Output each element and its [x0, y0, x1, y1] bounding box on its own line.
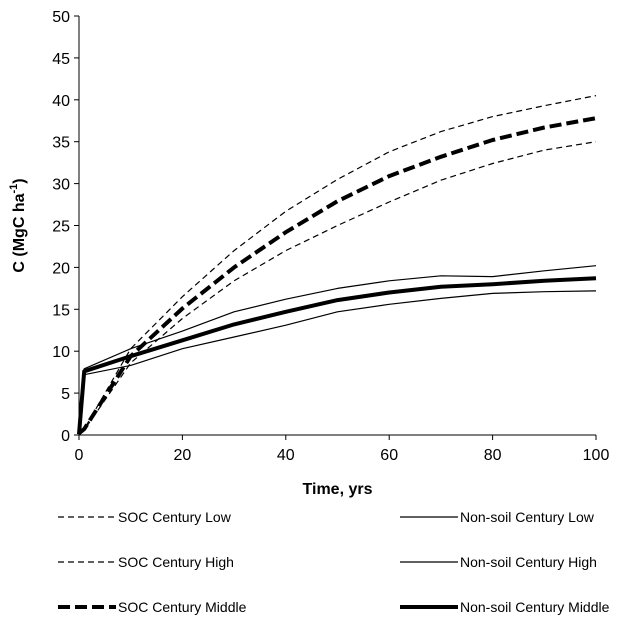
y-axis-title-end: ) [11, 178, 28, 183]
series-line-1 [78, 141, 597, 434]
y-tick-label: 30 [52, 177, 70, 194]
series-line-6 [77, 276, 597, 435]
y-axis-title-main: C (MgC ha [11, 193, 28, 272]
y-tick-label: 45 [52, 51, 70, 68]
y-axis-title-superscript: -1 [8, 184, 20, 194]
series-line-4 [78, 290, 597, 435]
series-line-5 [78, 265, 597, 435]
x-tick-label: 100 [583, 447, 610, 464]
x-tick-label: 80 [484, 447, 502, 464]
x-axis-title: Time, yrs [303, 481, 373, 498]
y-tick-label: 0 [61, 428, 70, 445]
y-tick-label: 35 [52, 135, 70, 152]
y-tick-label: 25 [52, 219, 70, 236]
y-tick-label: 40 [52, 93, 70, 110]
y-axis-title: C (MgC ha-1) [8, 178, 28, 272]
x-tick-label: 0 [75, 447, 84, 464]
y-tick-label: 20 [52, 260, 70, 277]
y-tick-label: 10 [52, 344, 70, 361]
series-line-2 [78, 95, 597, 434]
x-tick-label: 60 [380, 447, 398, 464]
series-line-3 [77, 116, 597, 435]
y-tick-label: 50 [52, 9, 70, 26]
x-tick-label: 40 [277, 447, 295, 464]
axes: 0 5 10 15 20 25 30 35 40 45 50 0 20 40 60 80 100 [52, 9, 609, 464]
x-tick-label: 20 [174, 447, 192, 464]
series-group [77, 95, 597, 435]
y-tick-label: 5 [61, 386, 70, 403]
y-tick-label: 15 [52, 302, 70, 319]
